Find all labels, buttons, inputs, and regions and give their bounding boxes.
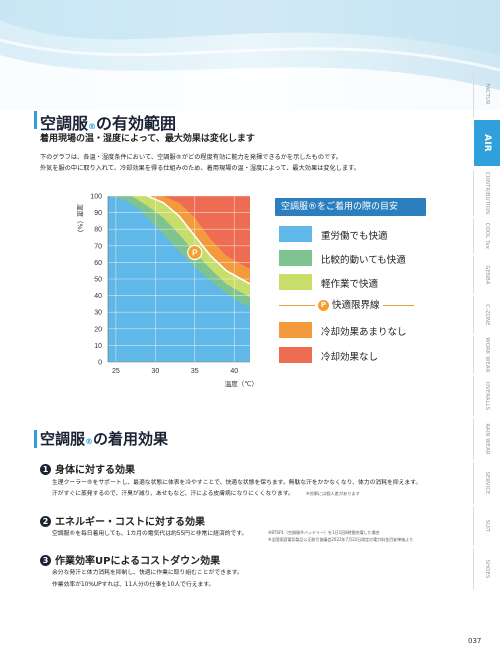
effect-2-note-1: ※BTSP1（空調服®バッテリー）を1日1回8時間充電した場合 <box>268 530 380 535</box>
x-tick-label-30: 30 <box>151 368 159 375</box>
humidity-temperature-chart: P 0 10 20 30 40 50 60 70 80 90 100 25 30 35 40 湿度（%） 温度（℃… <box>76 194 258 389</box>
tab-overalls[interactable]: OVERALLS <box>473 376 500 416</box>
legend-limit-label-box: P 快適限界線 <box>315 297 383 311</box>
x-tick-label-40: 40 <box>230 368 238 375</box>
effect-2-heading: 2 エネルギー・コストに対する効果 <box>40 513 205 528</box>
tab-label: SERVICE <box>484 471 490 495</box>
tab-factur[interactable]: FACTUR <box>473 70 500 118</box>
tab-air[interactable]: AIR <box>474 120 500 166</box>
comfort-limit-line <box>147 196 250 285</box>
tab-c-zone[interactable]: C-ZONE <box>473 296 500 334</box>
tab-shoes[interactable]: SHOES <box>473 548 500 590</box>
x-axis-label: 温度（℃） <box>225 379 258 388</box>
effect-2-text-line-1: 空調服®を毎日着用しても、1カ月の電気代は約55円と非常に経済的です。 <box>52 531 248 537</box>
effect-3-text-line-1: 余分な発汗と体力消耗を抑制し、快適に作業に取り組むことができます。 <box>52 570 243 576</box>
comfort-limit-marker <box>187 244 203 261</box>
page-number: 037 <box>468 637 482 645</box>
tab-label: SUIT <box>484 519 490 533</box>
y-tick-label-30: 30 <box>94 310 102 317</box>
effect-3-text-line-2: 作業効率が10%UPすれば、11人分の仕事を10人で行えます。 <box>52 582 215 588</box>
y-tick-label-0: 0 <box>98 360 102 367</box>
legend-item-limit-line: P 快適限界線 <box>279 297 414 314</box>
chart-description-line-2: 外気を服の中に取り入れて、冷却効果を得る仕組みのため、着用現場の温・湿度によって… <box>40 165 360 172</box>
legend-swatch <box>279 250 312 266</box>
tab-label: RAIN WEAR <box>484 423 490 455</box>
tab-suit[interactable]: SUIT <box>473 506 500 546</box>
tab-label: SHOES <box>484 559 490 579</box>
legend-swatch <box>279 226 312 242</box>
legend-label: 比較的動いても快適 <box>321 255 406 266</box>
y-tick-label-100: 100 <box>90 194 102 201</box>
y-tick-label-60: 60 <box>94 260 102 267</box>
tab-genba[interactable]: GENBA <box>473 256 500 294</box>
tab-label: C-ZONE <box>484 304 490 326</box>
effect-1-heading: 1 身体に対する効果 <box>40 461 135 476</box>
effect-3-heading: 3 作業効率UPによるコストダウン効果 <box>40 552 220 567</box>
effect-2-note-2: ※全国家庭電気製品公正取引協議会2022年7月22日改定の電力料金目安単価より <box>268 537 414 542</box>
effect-1-text-line-1: 生理クーラー®をサポートし、最適な状態に体表を冷やすことで、快適な状態を保ちます… <box>52 480 422 486</box>
y-tick-label-80: 80 <box>94 227 102 234</box>
tab-work-wear[interactable]: WORK WEAR <box>473 336 500 374</box>
section-wearing-effect-title: 空調服®の着用効果 <box>34 428 168 449</box>
y-tick-label-50: 50 <box>94 277 102 284</box>
legend-label: 快適限界線 <box>332 300 380 311</box>
x-tick-label-35: 35 <box>191 368 199 375</box>
zone-4 <box>163 196 250 270</box>
legend-swatch <box>279 322 312 338</box>
effect-1-note: ※効果には個人差があります <box>306 491 360 496</box>
header-wave-decoration <box>0 0 500 110</box>
legend-label: 冷却効果あまりなし <box>321 327 407 338</box>
legend-limit-marker: P <box>318 300 329 311</box>
legend-label: 冷却効果なし <box>321 352 379 363</box>
tab-contribution[interactable]: CONTRIBUTION <box>473 170 500 216</box>
comfort-limit-marker-label: P <box>192 248 198 257</box>
y-tick-label-70: 70 <box>94 243 102 250</box>
y-tick-label-10: 10 <box>94 343 102 350</box>
effect-1-text-line-2: 汗がすぐに蒸発するので、汗臭が減り、あせもなど、汗による皮膚病になりにくくなりま… <box>52 491 294 497</box>
legend-title-box: 空調服®をご着用の際の目安 <box>275 198 426 216</box>
tab-label: CONTRIBUTION <box>484 171 490 215</box>
tab-cool-tex[interactable]: COOL Tex <box>473 218 500 254</box>
legend-swatch <box>279 274 312 290</box>
section-effective-range-title: 空調服®の有効範囲 <box>34 110 176 134</box>
legend-label: 軽作業で快適 <box>321 279 379 290</box>
section-effective-range-subtitle: 着用現場の温・湿度によって、最大効果は変化します <box>40 134 255 144</box>
legend-label: 重労働でも快適 <box>321 231 388 242</box>
tab-label: COOL Tex <box>484 222 490 250</box>
chart-description-line-1: 下のグラフは、各温・湿度条件において、空調服®がどの程度有効に能力を発揮できるか… <box>40 154 342 161</box>
y-axis-label: 湿度（%） <box>76 204 85 236</box>
legend-swatch <box>279 347 312 363</box>
y-tick-label-40: 40 <box>94 293 102 300</box>
tab-label: WORK WEAR <box>484 337 490 373</box>
tab-service[interactable]: SERVICE <box>473 462 500 504</box>
x-tick-label-25: 25 <box>112 368 120 375</box>
tab-rain-wear[interactable]: RAIN WEAR <box>473 418 500 460</box>
y-tick-label-90: 90 <box>94 210 102 217</box>
tab-label: FACTUR <box>484 83 490 105</box>
tab-label: GENBA <box>484 265 490 285</box>
tab-label: AIR <box>482 134 492 152</box>
tab-label: OVERALLS <box>484 381 490 411</box>
y-tick-label-20: 20 <box>94 326 102 333</box>
